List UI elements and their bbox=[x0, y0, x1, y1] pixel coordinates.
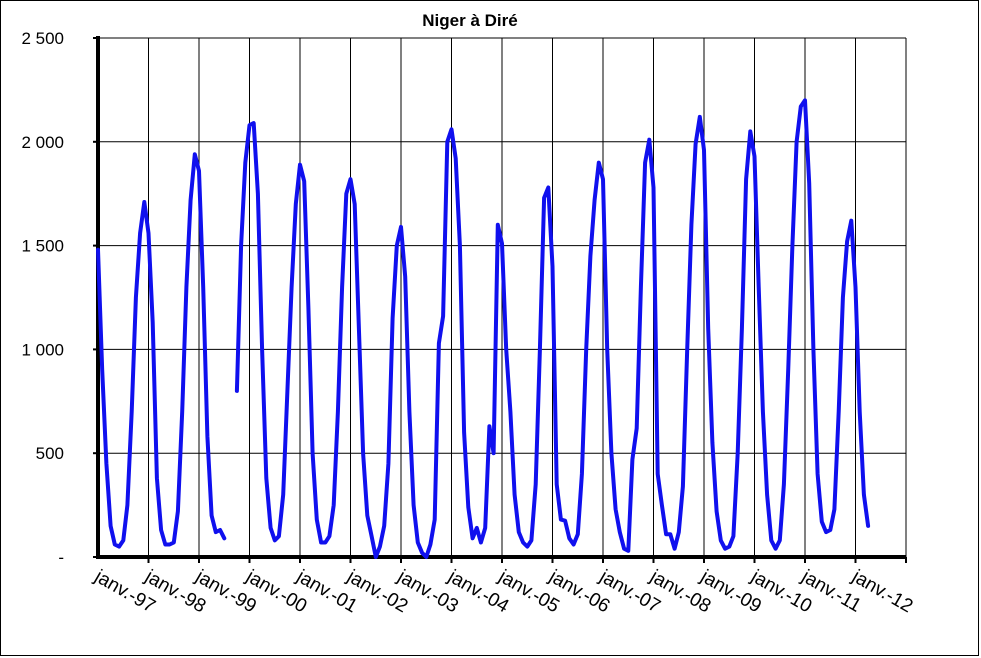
y-tick-label: 2 000 bbox=[21, 133, 64, 152]
x-axis-ticks: janv.-97janv.-98janv.-99janv.-00janv.-01… bbox=[90, 557, 916, 618]
gridlines bbox=[98, 37, 907, 557]
series-line-segment bbox=[96, 152, 227, 549]
y-axis-ticks: - 500 1 000 1 500 2 000 2 500 bbox=[21, 29, 98, 567]
y-tick-label: 1 000 bbox=[21, 340, 64, 359]
y-tick-label: 500 bbox=[36, 444, 64, 463]
y-tick-label: - bbox=[58, 548, 64, 567]
series-line-segment bbox=[234, 98, 871, 559]
series-group bbox=[96, 98, 871, 559]
y-tick-label: 2 500 bbox=[21, 29, 64, 48]
chart-title: Niger à Diré bbox=[422, 11, 517, 30]
y-tick-label: 1 500 bbox=[21, 237, 64, 256]
